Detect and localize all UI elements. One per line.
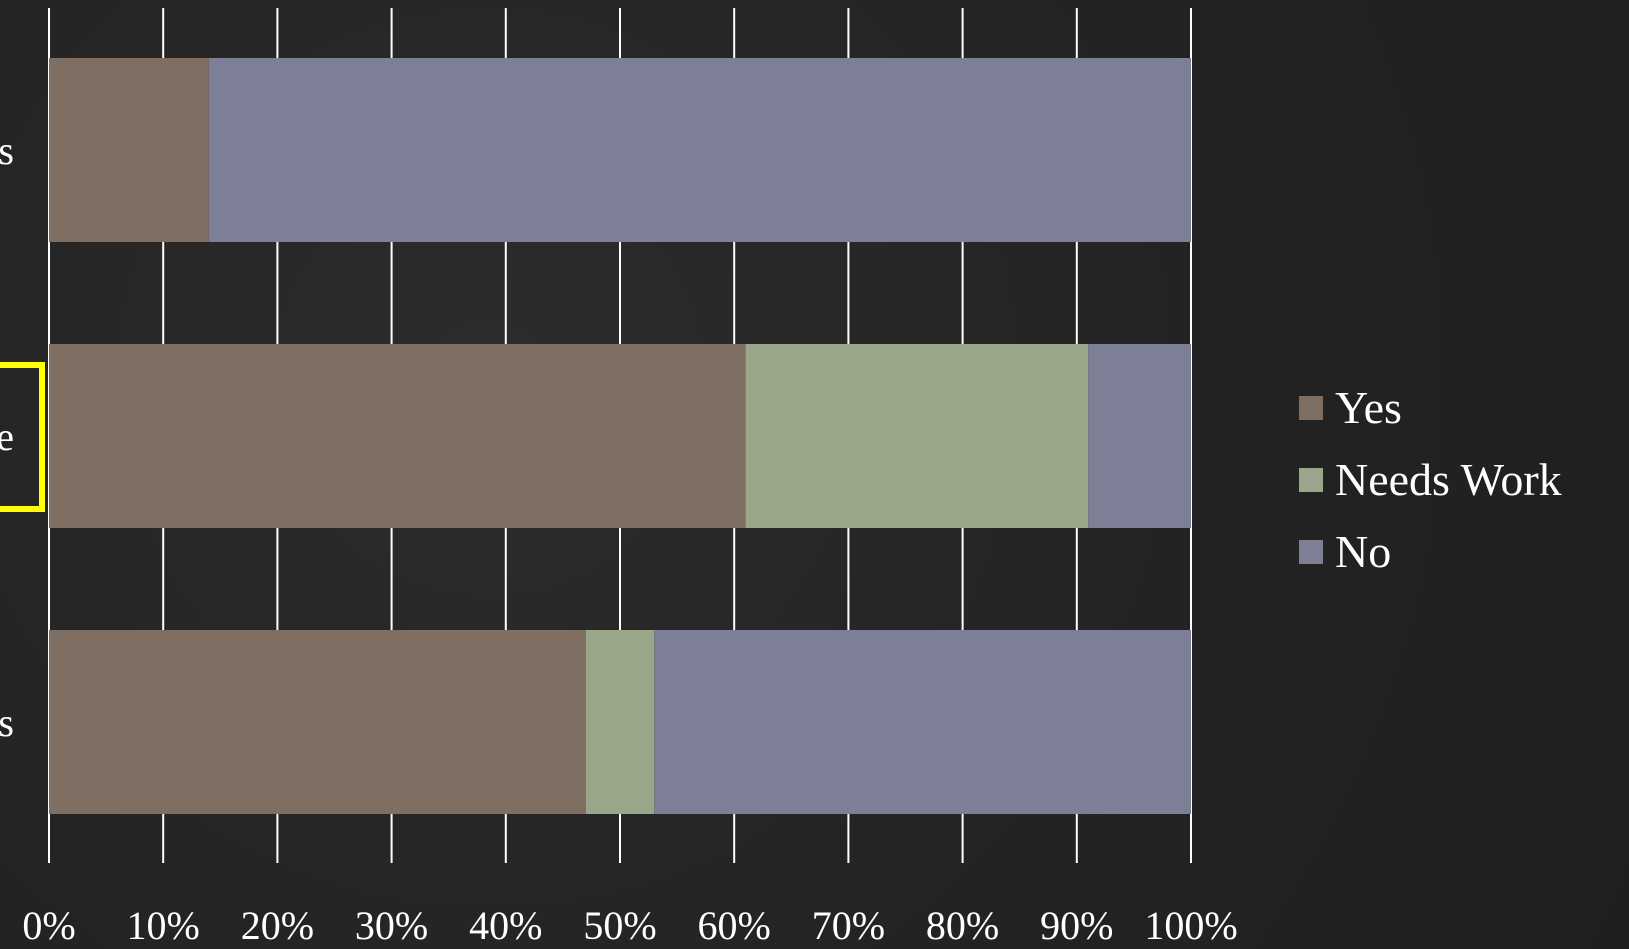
legend-label: Yes (1335, 382, 1402, 433)
bar-segment-yes (49, 630, 586, 814)
legend-swatch (1299, 468, 1323, 492)
legend-label: Needs Work (1335, 454, 1562, 505)
legend-swatch (1299, 396, 1323, 420)
legend: Yes Needs Work No (1299, 372, 1562, 588)
x-tick-label: 80% (926, 903, 999, 948)
bar-segment-yes (49, 58, 209, 242)
x-tick-label: 0% (22, 903, 75, 948)
x-tick-label: 50% (583, 903, 656, 948)
x-tick-label: 90% (1040, 903, 1113, 948)
legend-item: No (1299, 516, 1562, 588)
bar-segment-yes (49, 344, 746, 528)
x-tick-label: 100% (1144, 903, 1237, 948)
bar-segment-needs-work (585, 630, 655, 814)
bars (49, 58, 1191, 814)
legend-item: Needs Work (1299, 444, 1562, 516)
category-highlight (0, 362, 45, 512)
bar-segment-needs-work (745, 344, 1089, 528)
x-tick-label: 40% (469, 903, 542, 948)
legend-label: No (1335, 526, 1392, 577)
x-tick-labels: 0% 10% 20% 30% 40% 50% 60% 70% 80% 90% 100% (22, 903, 1237, 948)
bar-segment-no (208, 58, 1191, 242)
bar-segment-no (654, 630, 1191, 814)
x-tick-label: 70% (812, 903, 885, 948)
legend-item: Yes (1299, 372, 1562, 444)
x-tick-label: 10% (127, 903, 200, 948)
category-labels: s e s (0, 128, 14, 745)
category-label: s (0, 128, 14, 173)
bar-segment-no (1088, 344, 1191, 528)
highlight-box (0, 362, 45, 512)
legend-swatch (1299, 540, 1323, 564)
x-tick-label: 30% (355, 903, 428, 948)
x-tick-label: 60% (698, 903, 771, 948)
x-tick-label: 20% (241, 903, 314, 948)
category-label: e (0, 414, 14, 459)
category-label: s (0, 700, 14, 745)
